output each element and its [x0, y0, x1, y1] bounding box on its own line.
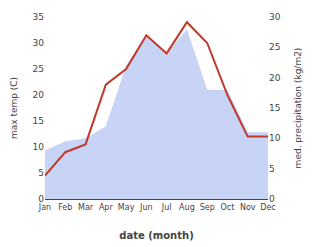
svg-text:0: 0 — [38, 194, 44, 204]
svg-text:Nov: Nov — [240, 203, 256, 212]
svg-text:25: 25 — [33, 64, 44, 74]
svg-text:Aug: Aug — [179, 203, 195, 212]
svg-text:20: 20 — [33, 90, 45, 100]
svg-text:25: 25 — [269, 42, 280, 52]
svg-text:Dec: Dec — [260, 203, 275, 212]
svg-text:date (month): date (month) — [119, 230, 193, 241]
svg-text:May: May — [118, 203, 135, 212]
svg-text:5: 5 — [269, 164, 275, 174]
svg-text:Jul: Jul — [161, 203, 172, 212]
svg-text:15: 15 — [269, 103, 280, 113]
svg-text:Apr: Apr — [99, 203, 114, 212]
svg-text:Oct: Oct — [221, 203, 235, 212]
svg-text:0: 0 — [269, 194, 275, 204]
svg-text:Jan: Jan — [38, 203, 51, 212]
svg-text:Feb: Feb — [58, 203, 72, 212]
svg-text:Mar: Mar — [78, 203, 94, 212]
svg-text:10: 10 — [33, 142, 45, 152]
svg-text:20: 20 — [269, 73, 281, 83]
svg-text:5: 5 — [38, 168, 44, 178]
svg-text:med. precipitation (kg/m2): med. precipitation (kg/m2) — [293, 48, 303, 169]
svg-text:35: 35 — [33, 12, 44, 22]
svg-text:15: 15 — [33, 116, 44, 126]
svg-text:10: 10 — [269, 133, 281, 143]
svg-text:max temp (C): max temp (C) — [9, 77, 19, 139]
svg-text:30: 30 — [269, 12, 281, 22]
svg-text:30: 30 — [33, 38, 45, 48]
svg-text:Sep: Sep — [200, 203, 215, 212]
svg-text:Jun: Jun — [139, 203, 153, 212]
